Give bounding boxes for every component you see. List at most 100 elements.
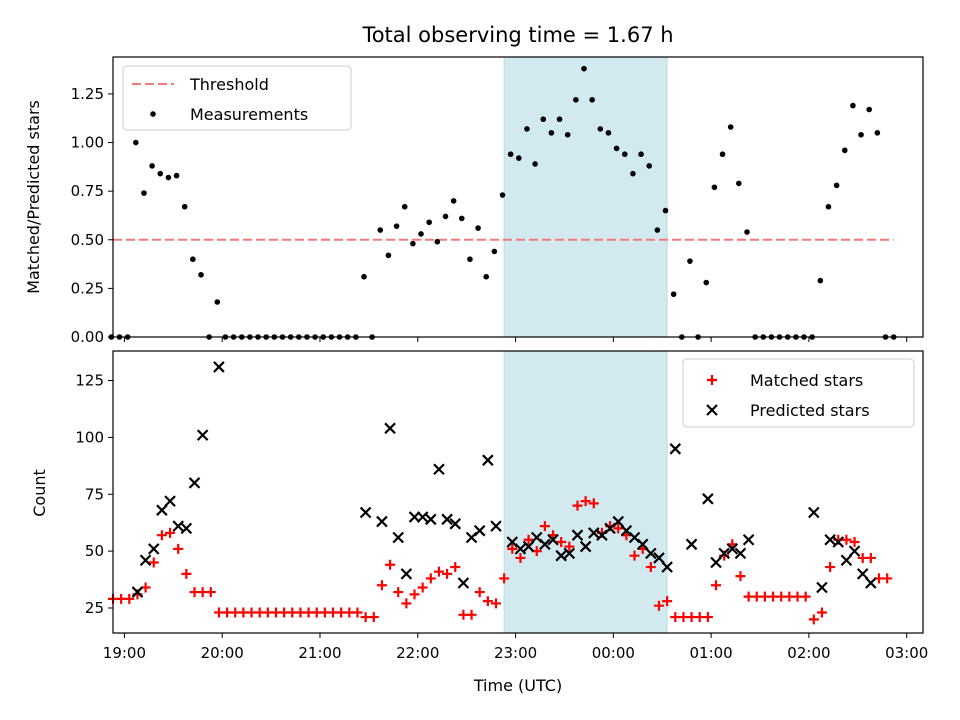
measurement-point — [410, 240, 416, 247]
matched-star-point — [865, 552, 876, 563]
predicted-star-point — [653, 552, 665, 564]
legend-measurements-label: Measurements — [190, 105, 308, 124]
predicted-star-point — [840, 554, 853, 567]
matched-star-point — [433, 566, 444, 577]
measurement-point — [499, 192, 506, 198]
predicted-star-point — [131, 586, 144, 598]
matched-star-point — [205, 587, 216, 598]
series-matched-stars — [108, 496, 893, 625]
chart-title: Total observing time = 1.67 h — [361, 23, 673, 47]
measurement-point — [858, 131, 864, 138]
legend-predicted-label: Predicted stars — [750, 401, 870, 420]
matched-star-point — [393, 587, 404, 598]
measurement-point — [662, 207, 669, 214]
highlight-span — [503, 350, 668, 634]
legend-predicted-swatch — [706, 404, 718, 416]
predicted-star-point — [359, 506, 372, 519]
measurement-point — [190, 256, 196, 263]
matched-star-point — [417, 582, 428, 593]
x-tick-label: 02:00 — [787, 644, 830, 662]
matched-star-point — [523, 534, 534, 545]
x-tick-label: 20:00 — [201, 644, 244, 662]
matched-star-point — [580, 496, 591, 507]
measurement-point — [630, 170, 636, 177]
predicted-star-point — [400, 568, 413, 580]
x-tick-label: 21:00 — [298, 644, 341, 662]
legend-bottom: Matched stars Predicted stars — [682, 358, 915, 428]
predicted-star-point — [571, 529, 584, 541]
measurement-point — [687, 258, 693, 264]
predicted-star-point — [164, 495, 176, 507]
predicted-star-point — [384, 422, 396, 435]
x-tick-label: 03:00 — [885, 644, 928, 662]
predicted-star-point — [196, 429, 209, 441]
predicted-star-point — [547, 533, 559, 546]
predicted-star-point — [441, 513, 453, 526]
measurement-point — [532, 161, 538, 167]
y-tick-label: 0.50 — [71, 231, 104, 249]
matched-star-point — [425, 573, 436, 584]
matched-star-point — [376, 580, 387, 591]
measurement-point — [507, 151, 514, 158]
measurement-point — [564, 131, 571, 138]
axes-frame — [112, 350, 924, 634]
measurement-point — [719, 151, 726, 158]
predicted-star-point — [702, 493, 714, 505]
measurement-point — [524, 126, 530, 132]
measurement-point — [736, 180, 742, 187]
matched-star-point — [588, 498, 599, 509]
measurement-point — [467, 256, 473, 263]
predicted-star-point — [848, 545, 861, 557]
series-predicted-stars — [131, 361, 877, 598]
measurement-point — [181, 203, 188, 210]
measurement-point — [418, 231, 424, 237]
measurement-point — [393, 223, 400, 229]
measurement-point — [573, 96, 579, 103]
matched-star-point — [450, 562, 461, 573]
x-axis-label: Time (UTC) — [473, 676, 562, 695]
matched-star-point — [482, 596, 493, 607]
y-tick-label: 0.00 — [71, 328, 104, 346]
matched-star-point — [711, 580, 722, 591]
matched-star-point — [702, 612, 713, 623]
measurement-point — [825, 203, 832, 210]
measurement-point — [450, 198, 457, 204]
legend-top: Threshold Measurements — [122, 65, 352, 131]
x-tick-label: 19:00 — [103, 644, 146, 662]
y-tick-label: 1.25 — [71, 85, 104, 103]
predicted-star-point — [433, 463, 445, 476]
predicted-star-point — [457, 577, 470, 589]
predicted-star-point — [636, 538, 649, 551]
predicted-star-point — [734, 547, 747, 560]
matched-star-point — [564, 541, 575, 552]
matched-star-point — [474, 587, 485, 598]
predicted-star-point — [555, 549, 567, 562]
matched-star-point — [808, 614, 819, 625]
x-tick-label: 00:00 — [592, 644, 635, 662]
bottom-panel: 25 50 75 100 125 19:00 20:00 21:00 22:00 23:00 00:… — [75, 350, 928, 662]
legend-threshold-label: Threshold — [189, 75, 269, 94]
predicted-star-point — [669, 443, 682, 455]
predicted-star-point — [522, 540, 535, 553]
y-tick-label: 0.25 — [71, 279, 104, 297]
predicted-star-point — [392, 531, 404, 544]
measurement-point — [703, 279, 710, 286]
measurement-point — [841, 147, 848, 154]
measurement-point — [149, 163, 155, 169]
measurement-point — [621, 151, 628, 158]
measurement-point — [817, 277, 824, 284]
predicted-star-point — [816, 581, 828, 594]
y-tick-label: 125 — [75, 372, 104, 390]
measurement-point — [866, 106, 873, 113]
legend-measurements-swatch — [150, 111, 156, 117]
measurement-point — [605, 130, 612, 136]
measurement-point — [173, 172, 180, 179]
matched-star-point — [368, 612, 379, 623]
matched-star-point — [841, 534, 852, 545]
predicted-star-point — [645, 547, 657, 560]
matched-star-point — [148, 557, 159, 568]
matched-star-point — [490, 598, 501, 609]
predicted-star-point — [425, 513, 437, 526]
measurement-point — [581, 65, 587, 72]
matched-star-point — [556, 537, 567, 548]
